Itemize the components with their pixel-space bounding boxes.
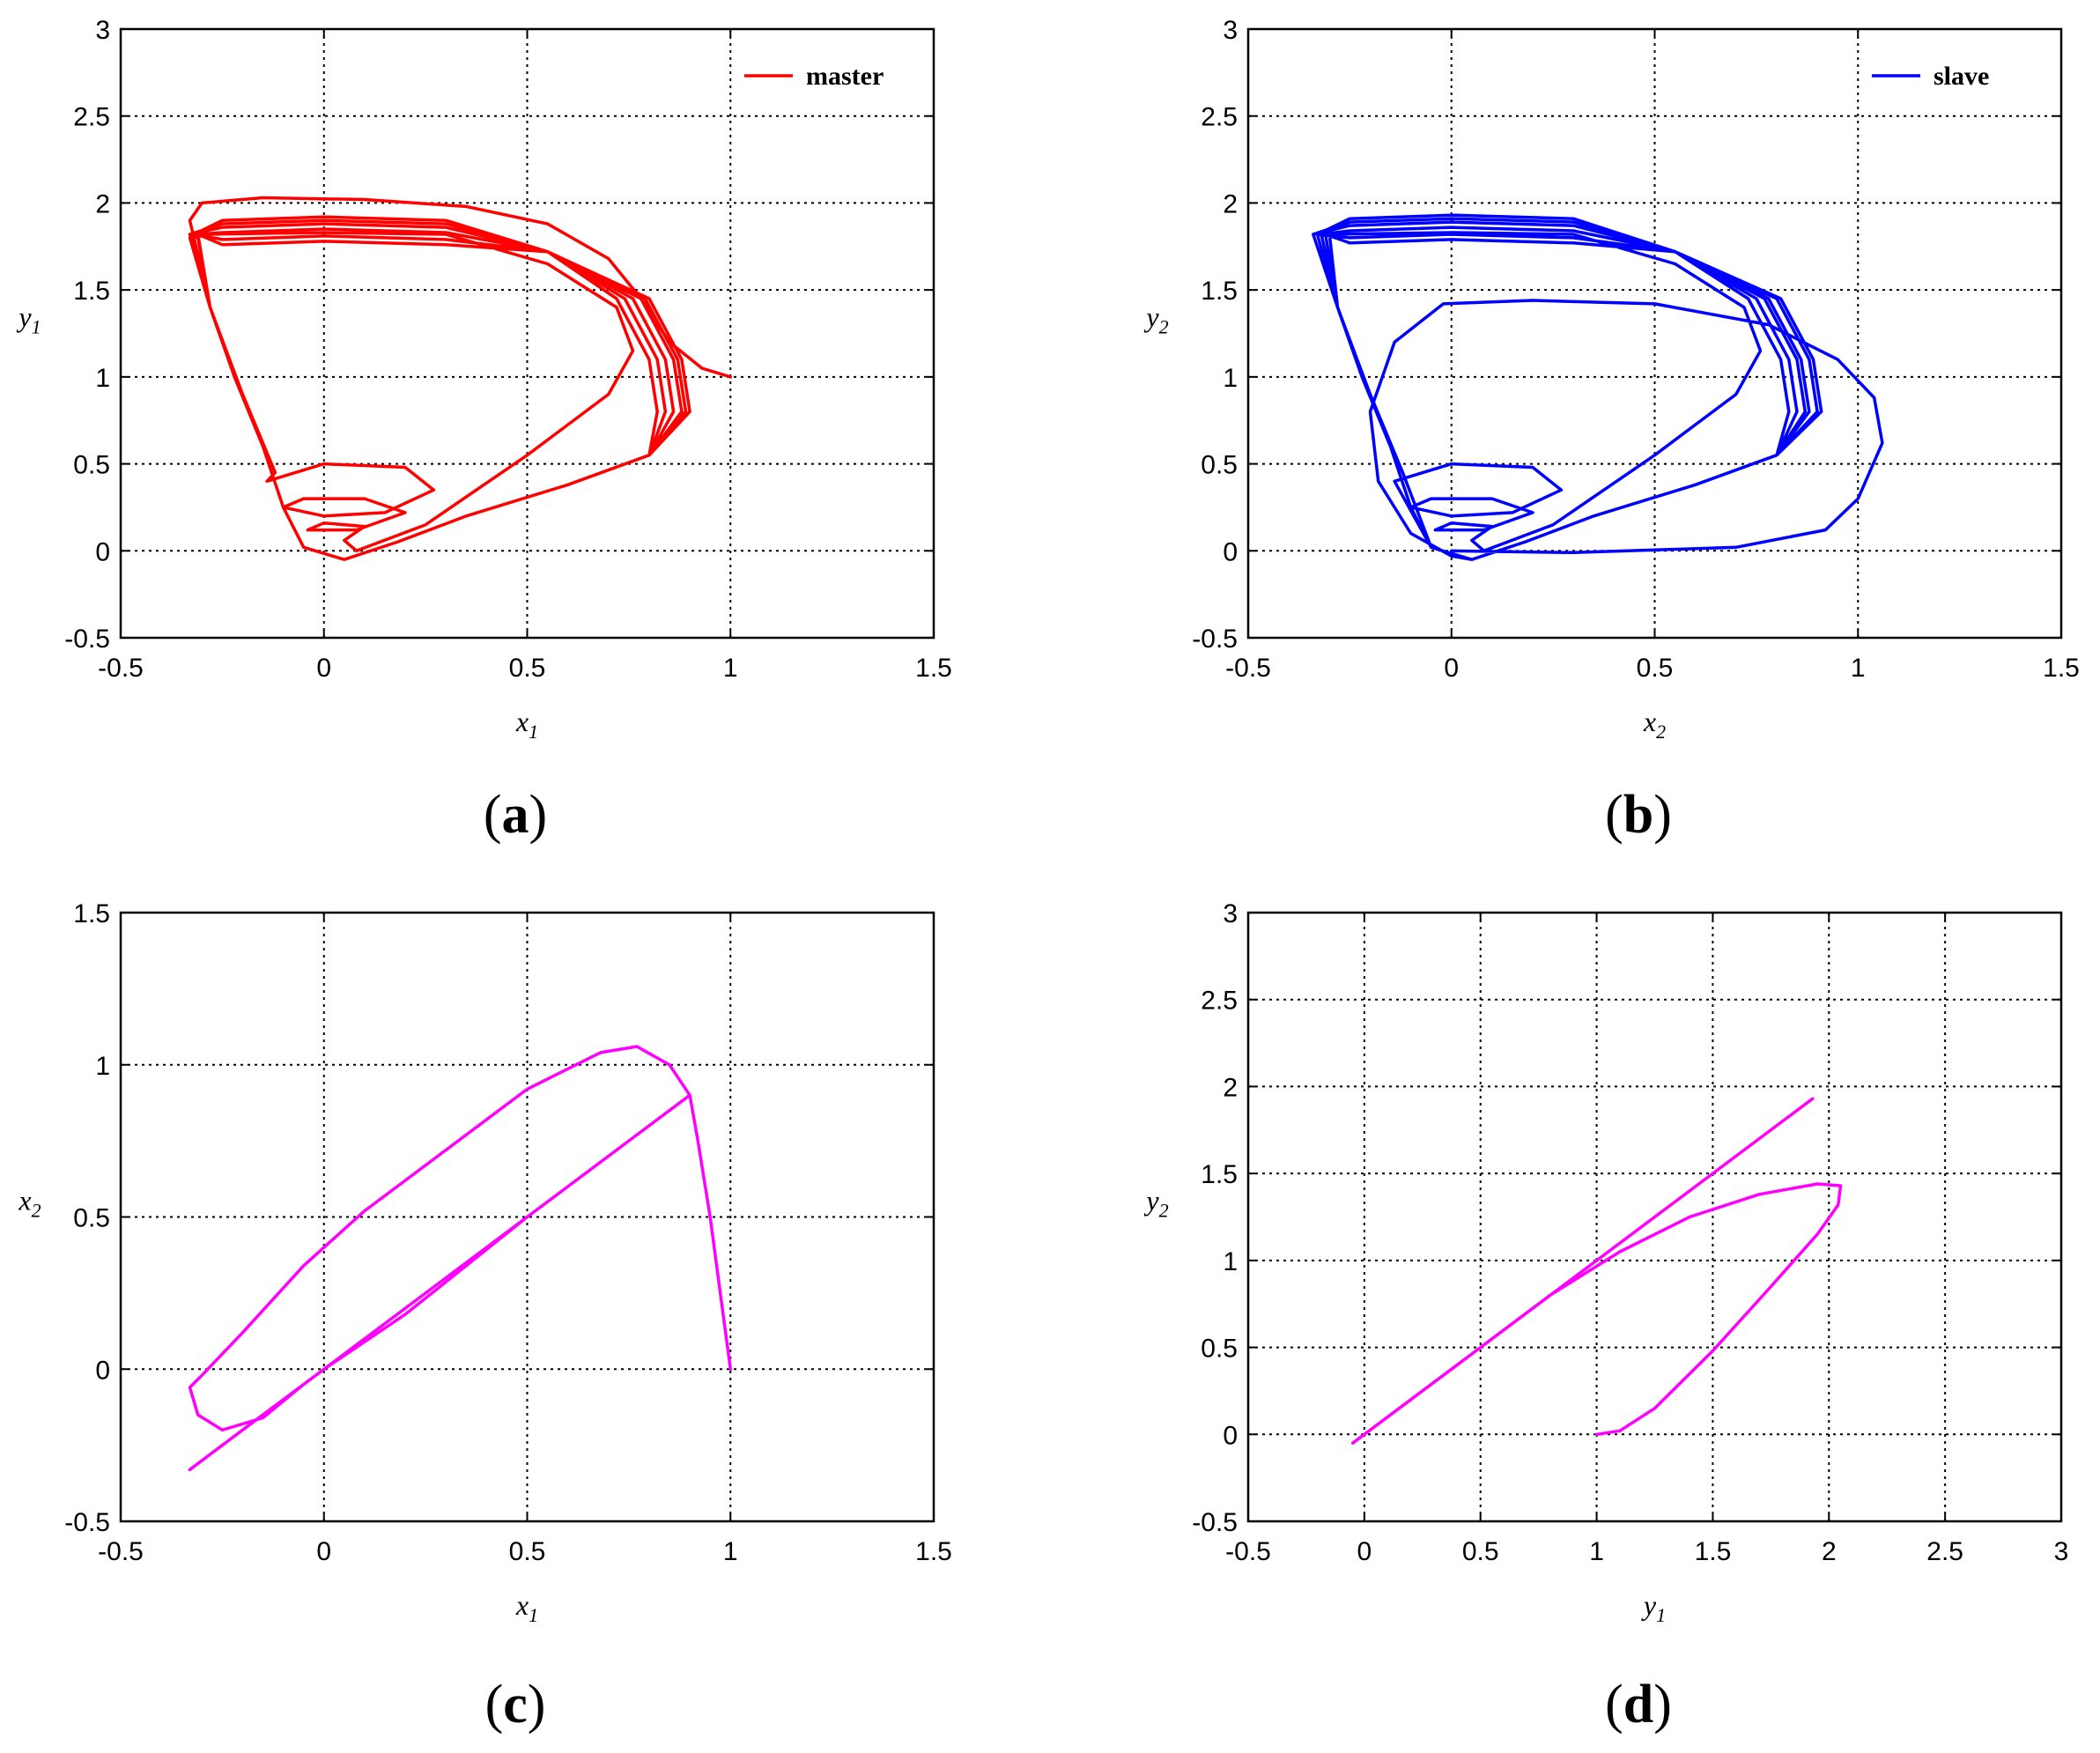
y-tick-label: 1.5 <box>1201 277 1238 306</box>
y-tick-label: -0.5 <box>1192 1508 1238 1537</box>
series-line-c <box>188 1045 733 1472</box>
panel-label-open: ( <box>1605 785 1623 845</box>
x-axis-label: x1 <box>515 1589 538 1626</box>
y-tick-label: 0 <box>1223 537 1238 566</box>
x-tick-label: 0 <box>316 654 331 683</box>
y-axis-label: x2 <box>18 1185 41 1222</box>
panel-label: (a) <box>484 785 547 845</box>
y-tick-label: -0.5 <box>64 1508 110 1537</box>
x-tick-label: 1.5 <box>915 654 952 683</box>
x-tick-label: 0.5 <box>509 654 546 683</box>
x-tick-label: 0 <box>1444 654 1459 683</box>
series-line-d <box>1350 1097 1843 1445</box>
series-line-master <box>188 196 733 561</box>
x-axis-label: y1 <box>1641 1589 1666 1626</box>
panel-label-close: ) <box>528 1675 546 1735</box>
x-tick-label: 1 <box>723 654 738 683</box>
y-tick-label: 1 <box>1223 364 1238 393</box>
y-tick-label: 0.5 <box>73 451 110 480</box>
plot-b: -0.5 0 0.5 1 1.5 -0.5 0 0.5 1 1.5 2 2.5 3 slave x2 y2 (b… <box>1143 16 2079 845</box>
y-tick-label: 0.5 <box>1201 1335 1238 1364</box>
x-tick-label: 0.5 <box>1462 1537 1499 1566</box>
y-tick-label: -0.5 <box>1192 625 1238 654</box>
panel-label-close: ) <box>1653 785 1672 845</box>
x-tick-label: 0 <box>316 1537 331 1566</box>
x-axis-label: x2 <box>1643 706 1666 743</box>
x-tick-label: 0 <box>1357 1537 1372 1566</box>
x-tick-label: 1 <box>1851 654 1866 683</box>
x-axis-label: x1 <box>515 706 538 743</box>
x-tick-label: 3 <box>2054 1537 2069 1566</box>
y-axis-label-sub: 2 <box>1159 316 1169 338</box>
axes-frame <box>1246 911 2063 1523</box>
x-tick-label: 2.5 <box>1926 1537 1963 1566</box>
x-tick-label: -0.5 <box>1225 1537 1271 1566</box>
y-tick-label: 2.5 <box>1201 987 1238 1016</box>
panel-label-close: ) <box>1653 1675 1672 1735</box>
y-tick-label: 1.5 <box>1201 1160 1238 1189</box>
plot-c: -0.5 0 0.5 1 1.5 -0.5 0 0.5 1 1.5 x1 x2 (c) <box>18 899 951 1735</box>
y-tick-label: 3 <box>1223 899 1238 928</box>
y-tick-label: 2.5 <box>1201 103 1238 132</box>
y-tick-label: -0.5 <box>64 625 110 654</box>
x-tick-label: 1 <box>723 1537 738 1566</box>
y-tick-label: 3 <box>1223 16 1238 45</box>
x-tick-label: 1.5 <box>915 1537 952 1566</box>
x-tick-label: 1.5 <box>1695 1537 1732 1566</box>
x-tick-label: 1.5 <box>2043 654 2080 683</box>
axes-frame <box>119 911 935 1523</box>
y-axis-label: y1 <box>16 301 41 338</box>
panel-label-open: ( <box>484 785 502 845</box>
y-tick-label: 0.5 <box>73 1204 110 1233</box>
x-axis-label-sub: 1 <box>529 721 538 743</box>
x-tick-label: -0.5 <box>98 1537 144 1566</box>
panel-label: (d) <box>1605 1675 1672 1735</box>
x-tick-label: 1 <box>1589 1537 1604 1566</box>
y-tick-label: 0 <box>95 537 110 566</box>
x-tick-label: 0.5 <box>1637 654 1674 683</box>
panel-label: (b) <box>1605 785 1672 845</box>
panel-label-letter: a <box>502 785 529 845</box>
y-tick-label: 1.5 <box>73 899 110 928</box>
y-axis-label-sub: 2 <box>1159 1200 1169 1222</box>
panel-label-open: ( <box>485 1675 504 1735</box>
axes-frame <box>1246 27 2063 640</box>
y-axis-label-sub: 2 <box>32 1200 41 1222</box>
y-axis-label-sub: 1 <box>32 316 41 338</box>
x-axis-label-sub: 1 <box>1656 1604 1666 1626</box>
y-tick-label: 2 <box>1223 189 1238 218</box>
y-tick-label: 1 <box>1223 1247 1238 1276</box>
x-tick-label: 0.5 <box>509 1537 546 1566</box>
y-tick-label: 2 <box>1223 1073 1238 1102</box>
panel-label: (c) <box>485 1675 546 1735</box>
legend-label: slave <box>1934 62 1989 91</box>
x-axis-label-sub: 1 <box>529 1604 538 1626</box>
series-line-slave <box>1312 213 1884 561</box>
panel-label-open: ( <box>1605 1675 1623 1735</box>
x-tick-label: 2 <box>1822 1537 1837 1566</box>
plot-a: -0.5 0 0.5 1 1.5 -0.5 0 0.5 1 1.5 2 2.5 3 master x1 y1 (… <box>16 16 951 845</box>
panel-label-letter: d <box>1623 1675 1653 1735</box>
y-axis-label: y2 <box>1143 301 1168 338</box>
y-tick-label: 0.5 <box>1201 451 1238 480</box>
axes-frame <box>119 27 935 640</box>
y-tick-label: 1 <box>95 364 110 393</box>
y-tick-label: 1 <box>95 1052 110 1081</box>
y-axis-label: y2 <box>1143 1185 1168 1222</box>
x-tick-label: -0.5 <box>98 654 144 683</box>
panel-label-close: ) <box>529 785 548 845</box>
y-tick-label: 0 <box>1223 1421 1238 1450</box>
y-tick-label: 0 <box>95 1356 110 1385</box>
panel-label-letter: b <box>1623 785 1653 845</box>
panel-label-letter: c <box>503 1675 528 1735</box>
y-tick-label: 2 <box>95 189 110 218</box>
y-tick-label: 3 <box>95 16 110 45</box>
plot-d: -0.5 0 0.5 1 1.5 2 2.5 3 -0.5 0 0.5 1 1.5 2 2.5 3 y1 y2 (d… <box>1143 899 2068 1735</box>
x-tick-label: -0.5 <box>1225 654 1271 683</box>
y-tick-label: 2.5 <box>73 103 110 132</box>
x-axis-label-sub: 2 <box>1656 721 1666 743</box>
legend-label: master <box>806 62 884 91</box>
y-tick-label: 1.5 <box>73 277 110 306</box>
